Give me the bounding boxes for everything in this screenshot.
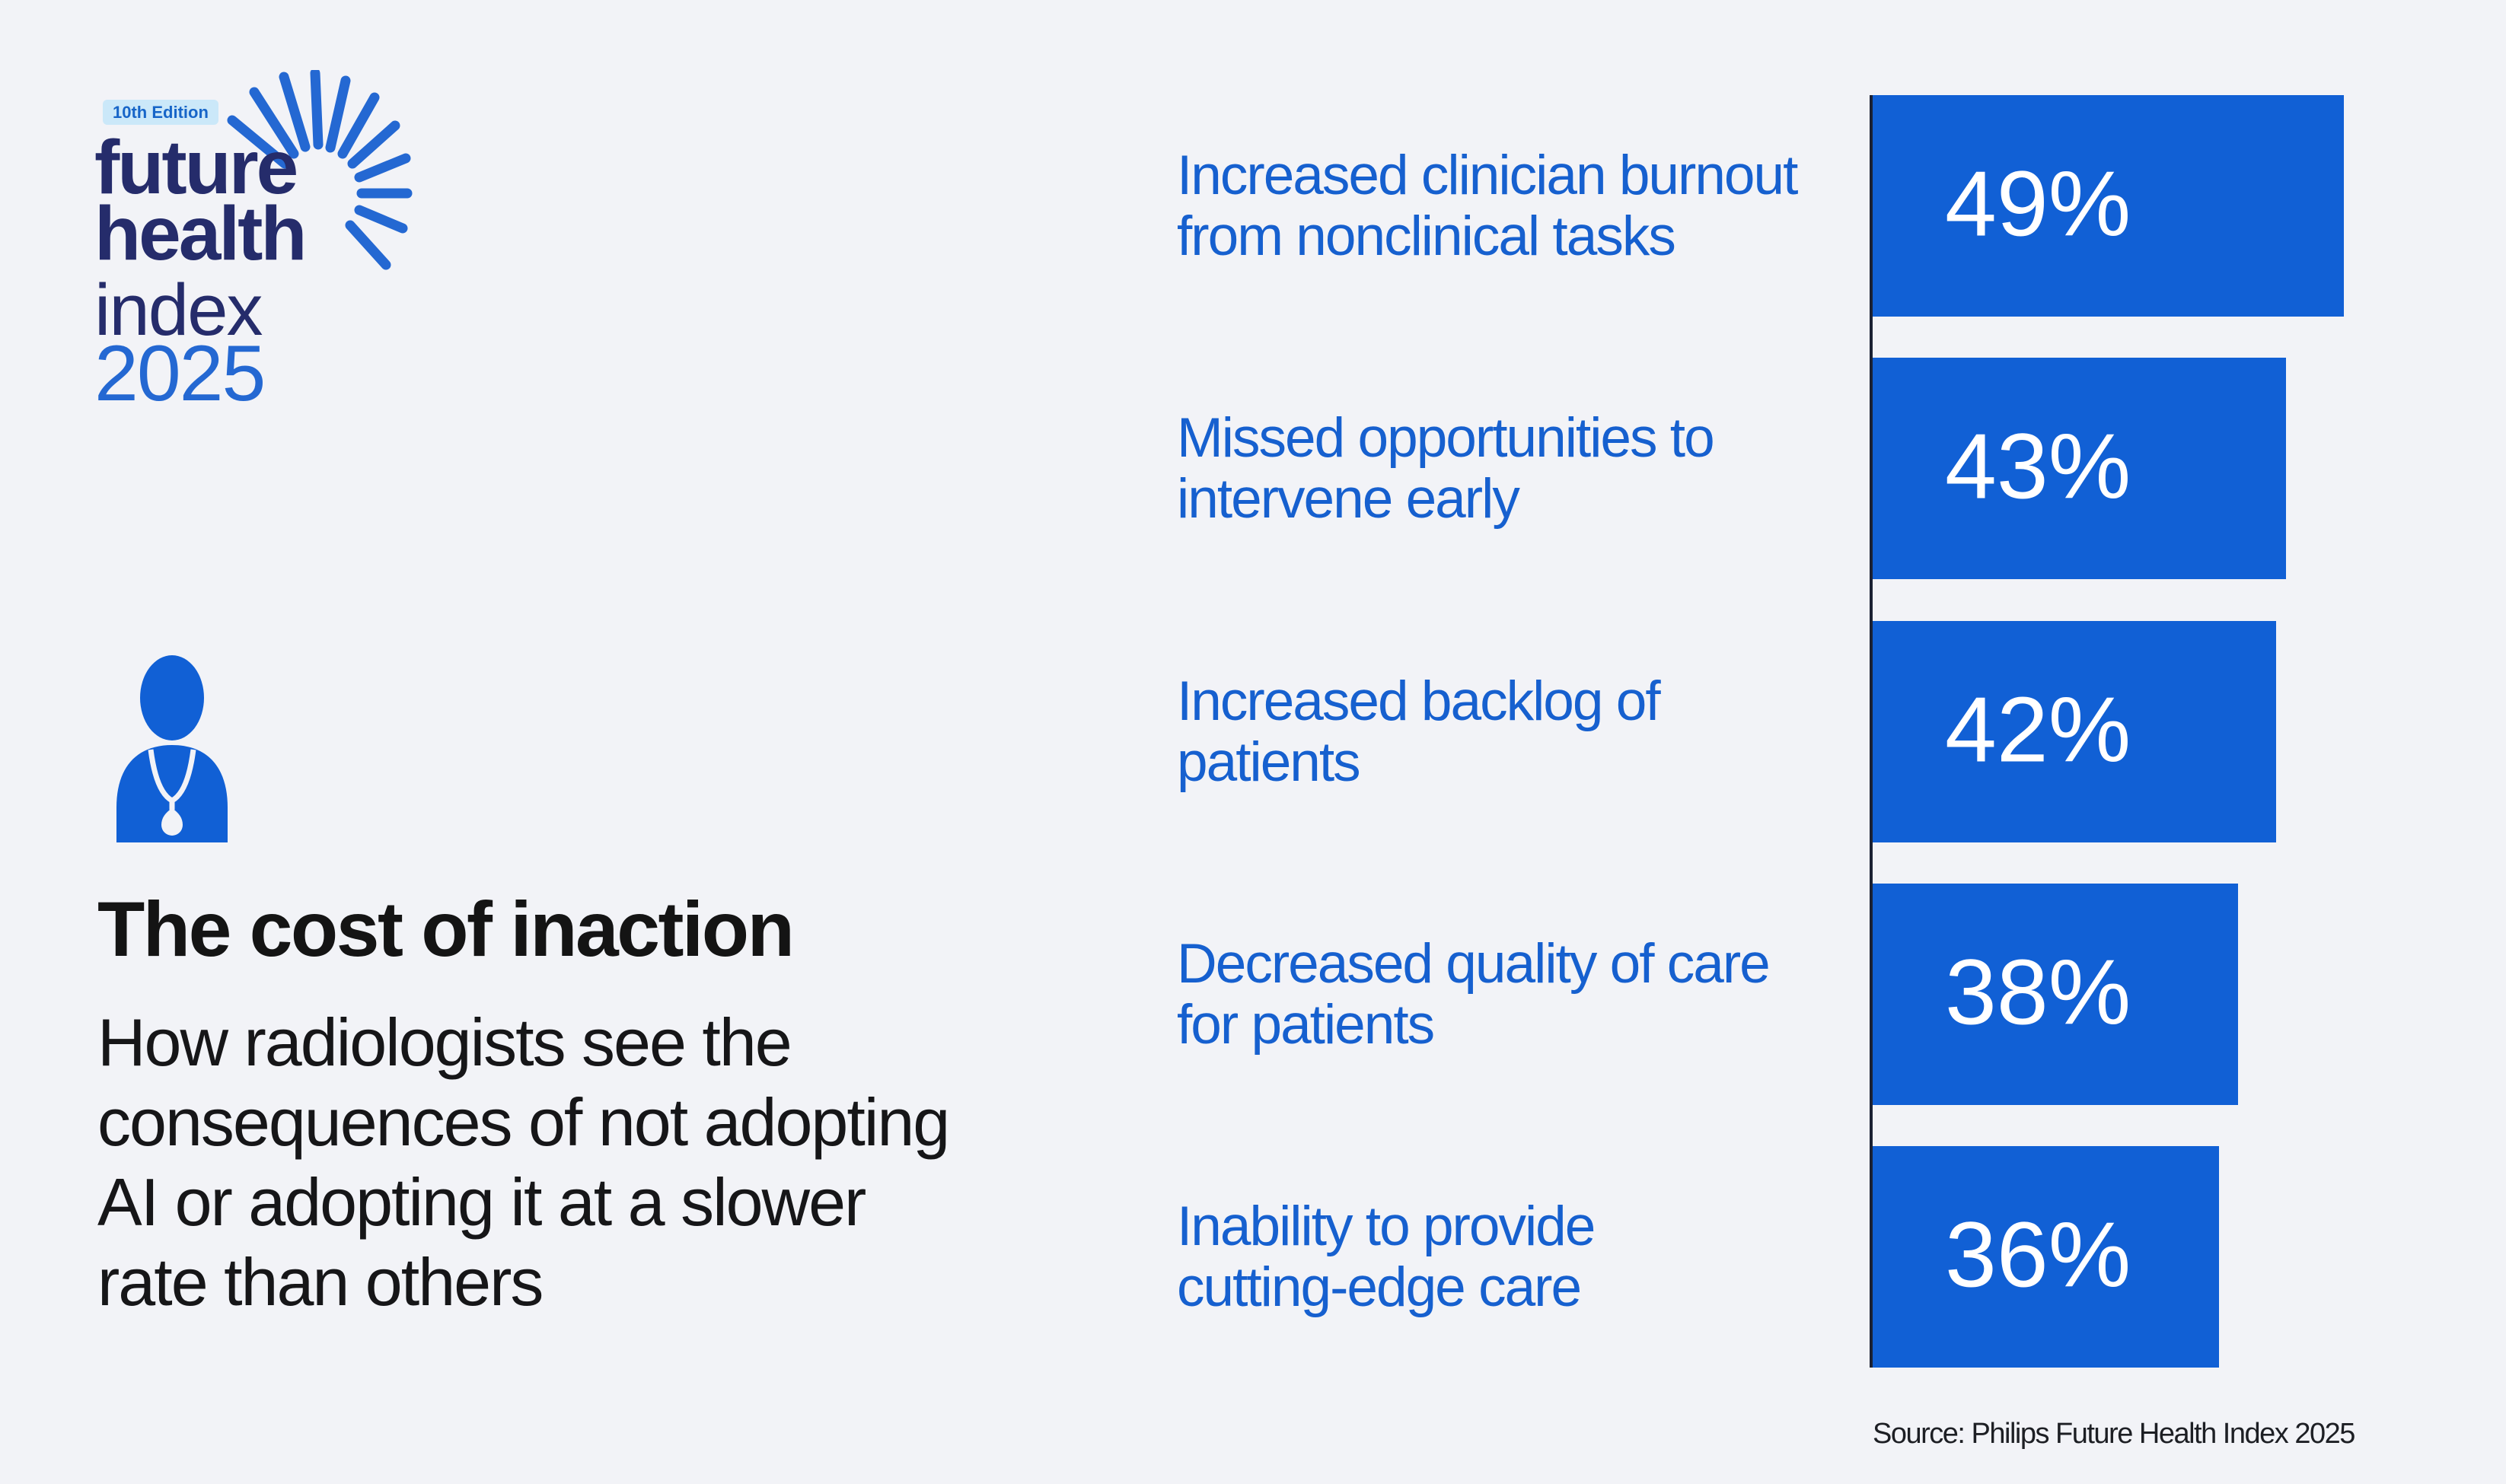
bar-category-label: Inability to provide cutting-edge care <box>1177 1146 1847 1368</box>
logo-word-health: health <box>94 191 307 276</box>
bar: 38% <box>1873 884 2238 1105</box>
bar-category-line: intervene early <box>1177 467 1520 530</box>
bar-category-line: Increased backlog of <box>1177 670 1661 732</box>
bar-category-label: Increased backlog of patients <box>1177 621 1847 842</box>
bar-category-line: for patients <box>1177 993 1435 1056</box>
bar-category-label: Missed opportunities to intervene early <box>1177 358 1847 579</box>
bar-row: Increased clinician burnout from nonclini… <box>1177 95 2506 317</box>
chart-axis-line <box>1870 95 1873 1368</box>
logo-year: 2025 <box>94 330 266 418</box>
description-line: consequences of not adopting <box>97 1084 950 1160</box>
description-line: rate than others <box>97 1244 544 1320</box>
logo-word-index: index <box>94 269 263 351</box>
logo-word-future: future <box>94 125 298 210</box>
bar-value-label: 38% <box>1945 939 2131 1043</box>
page-title: The cost of inaction <box>97 886 795 973</box>
bar-value-label: 43% <box>1945 413 2131 517</box>
bar-category-line: Increased clinician burnout <box>1177 144 1798 206</box>
bar-value-label: 42% <box>1945 677 2131 781</box>
bar-category-line: Inability to provide <box>1177 1195 1596 1257</box>
page-description: How radiologists see the consequences of… <box>97 1002 950 1322</box>
description-line: AI or adopting it at a slower <box>97 1164 866 1240</box>
bar-row: Missed opportunities to intervene early 43… <box>1177 358 2506 579</box>
bar-row: Increased backlog of patients 42% <box>1177 621 2506 842</box>
starburst-rays-icon <box>227 70 413 270</box>
bar-value-label: 49% <box>1945 151 2131 255</box>
clinician-stethoscope-icon <box>116 655 228 842</box>
bar: 49% <box>1873 95 2344 317</box>
bar-category-line: from nonclinical tasks <box>1177 205 1676 267</box>
bar-category-line: Decreased quality of care <box>1177 932 1771 995</box>
bar-category-label: Increased clinician burnout from nonclini… <box>1177 95 1847 317</box>
edition-badge: 10th Edition <box>103 100 218 125</box>
bar-category-label: Decreased quality of care for patients <box>1177 884 1847 1105</box>
bar: 42% <box>1873 621 2276 842</box>
bar-value-label: 36% <box>1945 1202 2131 1306</box>
bar-category-line: Missed opportunities to <box>1177 406 1715 469</box>
bar-category-line: patients <box>1177 731 1361 793</box>
bar-row: Inability to provide cutting-edge care 36% <box>1177 1146 2506 1368</box>
bar: 43% <box>1873 358 2286 579</box>
bar-row: Decreased quality of care for patients 38% <box>1177 884 2506 1105</box>
source-note: Source: Philips Future Health Index 2025 <box>1873 1418 2355 1450</box>
description-line: How radiologists see the <box>97 1005 792 1080</box>
bar: 36% <box>1873 1146 2219 1368</box>
bar-category-line: cutting-edge care <box>1177 1256 1582 1318</box>
